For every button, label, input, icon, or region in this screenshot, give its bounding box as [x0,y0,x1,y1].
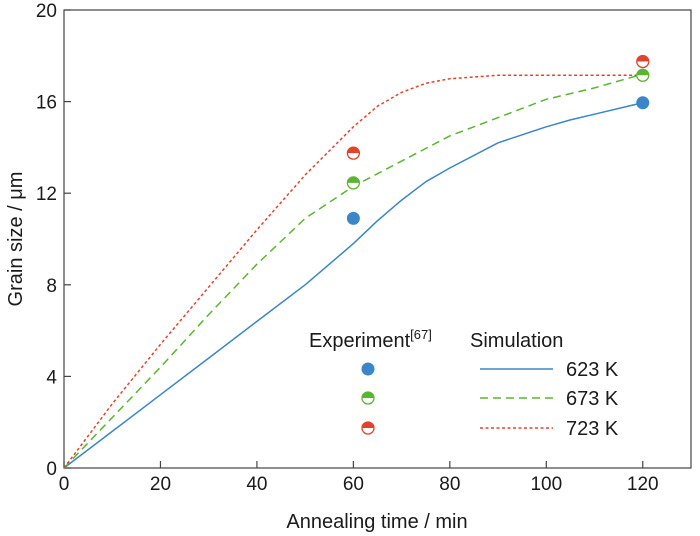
plot-frame [63,9,692,469]
legend-series-label: 673 K [566,388,619,410]
y-axis-label: Grain size / μm [5,172,27,307]
experiment-point [346,146,361,160]
experiment-point [346,211,360,225]
x-tick-label: 120 [627,474,659,495]
experiment-point [636,68,650,82]
x-tick-label: 100 [530,474,562,495]
y-tick-label: 20 [36,1,57,22]
plot-area [63,9,692,469]
x-axis-label: Annealing time / min [286,511,467,533]
legend-marker [361,391,375,405]
series-line-723-k [63,74,643,469]
x-tick-label: 80 [439,474,460,495]
legend: Experiment[67] Simulation 623 K 673 K 723 … [309,327,619,440]
experiment-point [346,176,361,190]
x-tick-label: 0 [59,474,70,495]
experiment-points [346,54,650,225]
y-tick-label: 0 [46,459,57,480]
x-tick-label: 60 [343,474,364,495]
experiment-point [636,96,650,110]
series-line-623-k [63,101,643,469]
legend-simulation-title: Simulation [470,330,563,352]
legend-series-label: 723 K [566,418,619,440]
x-tick-label: 20 [150,474,171,495]
legend-rows: 623 K 673 K 723 K [361,359,619,440]
x-tick-label: 40 [246,474,267,495]
y-tick-label: 4 [46,367,57,388]
legend-experiment-title: Experiment[67] [309,327,432,352]
axis-ticks: 0 20 40 60 80 100 120 0 4 8 12 16 20 [36,1,659,495]
legend-series-label: 623 K [566,359,619,381]
y-tick-label: 8 [46,276,57,297]
legend-marker [361,421,375,435]
series-line-673-k [63,73,644,469]
y-tick-label: 12 [36,184,57,205]
legend-marker [361,362,375,376]
experiment-point [636,54,650,69]
y-tick-label: 16 [36,93,57,114]
series-lines [63,73,644,469]
